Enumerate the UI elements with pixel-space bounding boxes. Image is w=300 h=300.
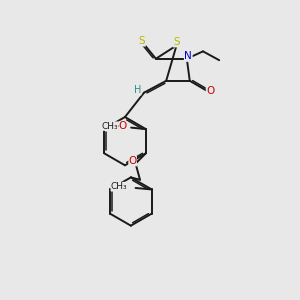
Text: CH₃: CH₃ (111, 182, 127, 191)
Text: CH₃: CH₃ (102, 122, 118, 130)
Text: N: N (184, 51, 192, 62)
Text: O: O (119, 121, 127, 131)
Text: S: S (139, 36, 145, 46)
Text: S: S (173, 37, 180, 47)
Text: H: H (134, 85, 141, 95)
Text: O: O (128, 156, 137, 166)
Text: O: O (206, 86, 214, 96)
